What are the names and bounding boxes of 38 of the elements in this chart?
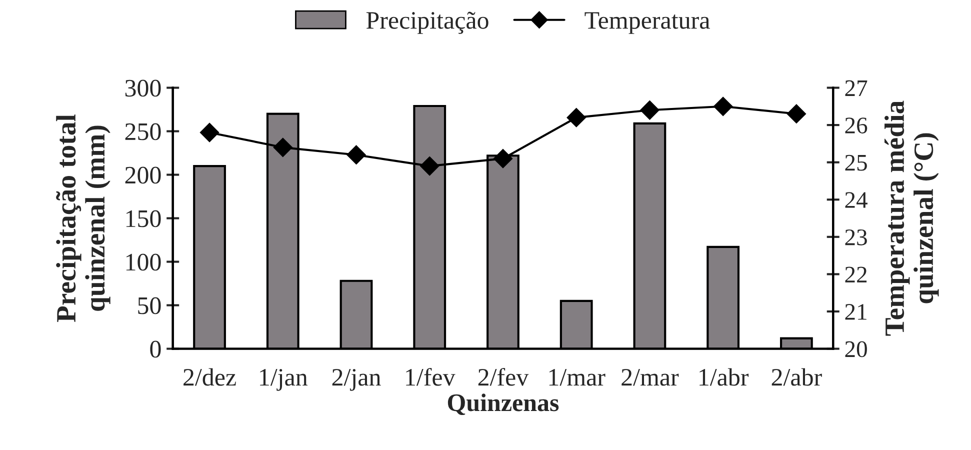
point (493, 149, 513, 168)
x-tick-label: 1/abr (700, 368, 749, 386)
point (786, 104, 806, 124)
y-tick-label: 250 (125, 123, 161, 140)
x-tick-label: 2/abr (772, 368, 822, 386)
x-tick-label: 2/mar (622, 368, 679, 386)
y2-axis-title: Temperatura média quinzenal (°C) (884, 100, 939, 336)
y-tick-label: 100 (126, 254, 161, 271)
y2-tick-label: 25 (845, 154, 867, 171)
y2-tick-label: 27 (845, 80, 868, 96)
x-axis-title: Quinzenas (448, 394, 559, 416)
x-tick-label: 2/fev (478, 368, 529, 386)
x-tick-label: 1/fev (406, 368, 456, 386)
y2-tick-label: 22 (845, 266, 867, 282)
x-tick-label: 2/jan (332, 368, 381, 391)
y2-tick-label: 23 (845, 229, 867, 246)
point (420, 156, 440, 176)
y-tick-label: 300 (125, 80, 161, 97)
x-tick-label: 2/dez (184, 368, 236, 386)
y2-tick-label: 26 (845, 118, 868, 134)
y2-tick-label: 21 (845, 304, 866, 320)
y-axis-title: Precipitação total quinzenal (mm) (56, 114, 110, 322)
legend-label: Temperatura (584, 12, 710, 34)
y2-tick-label: 24 (845, 192, 868, 208)
point (714, 96, 733, 116)
legend-label: Precipitação (366, 12, 488, 34)
y2-tick-label: 20 (845, 341, 867, 358)
x-tick-label: 1/jan (260, 368, 308, 391)
point (273, 138, 292, 157)
y-tick-label: 50 (138, 297, 161, 314)
y-tick-label: 0 (150, 340, 161, 358)
point (640, 100, 660, 120)
y-tick-label: 150 (126, 210, 161, 228)
x-tick-label: 1/mar (549, 369, 606, 386)
point (200, 122, 220, 142)
point (346, 145, 366, 164)
point (566, 108, 586, 128)
y-tick-label: 200 (125, 166, 161, 184)
